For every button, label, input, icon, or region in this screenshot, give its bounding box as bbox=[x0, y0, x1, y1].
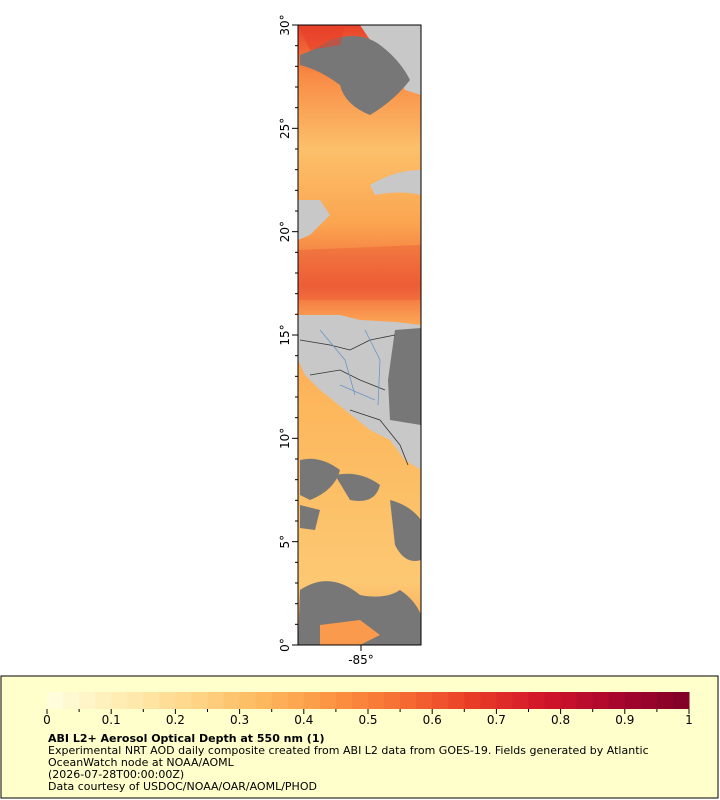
colorbar-cell bbox=[127, 692, 144, 709]
colorbar-cell bbox=[384, 692, 401, 709]
colorbar-tick-label: 0.3 bbox=[230, 713, 249, 727]
colorbar-cell bbox=[576, 692, 594, 709]
colorbar-cell bbox=[656, 692, 674, 709]
lat-tick-label: 5° bbox=[278, 535, 292, 549]
colorbar-cell bbox=[95, 692, 112, 709]
colorbar-cell bbox=[400, 692, 417, 709]
colorbar-cell bbox=[528, 692, 546, 709]
legend-text: ABI L2+ Aerosol Optical Depth at 550 nm … bbox=[48, 733, 698, 793]
colorbar-cell bbox=[143, 692, 160, 709]
colorbar-cell bbox=[544, 692, 562, 709]
colorbar-tick-label: 0.1 bbox=[102, 713, 121, 727]
colorbar-cell bbox=[480, 692, 497, 709]
colorbar-cell bbox=[159, 692, 176, 709]
lat-tick-label: 30° bbox=[278, 14, 292, 35]
colorbar-cell bbox=[111, 692, 128, 709]
colorbar-cell bbox=[335, 692, 353, 709]
lon-tick-label: -85° bbox=[348, 653, 374, 667]
colorbar-tick-label: 0.6 bbox=[423, 713, 442, 727]
colorbar-tick-label: 0.7 bbox=[487, 713, 506, 727]
colorbar-tick-label: 0.9 bbox=[615, 713, 634, 727]
colorbar-cell bbox=[79, 692, 96, 709]
colorbar-cell bbox=[191, 692, 208, 709]
legend-description: Experimental NRT AOD daily composite cre… bbox=[48, 744, 649, 769]
colorbar-cell bbox=[207, 692, 225, 709]
colorbar-cell bbox=[608, 692, 626, 709]
colorbar-cell bbox=[63, 692, 80, 709]
colorbar-cell bbox=[560, 692, 578, 709]
colorbar-tick-label: 0.8 bbox=[551, 713, 570, 727]
colorbar-cell bbox=[303, 692, 321, 709]
colorbar-cell bbox=[464, 692, 481, 709]
colorbar-cell bbox=[47, 692, 64, 709]
colorbar-cell bbox=[496, 692, 513, 709]
colorbar-tick-label: 0.2 bbox=[166, 713, 185, 727]
colorbar-tick-label: 0.4 bbox=[294, 713, 313, 727]
lat-tick-label: 10° bbox=[278, 428, 292, 449]
colorbar-cell bbox=[351, 692, 369, 709]
colorbar-tick-label: 0.5 bbox=[358, 713, 377, 727]
colorbar-cell bbox=[672, 692, 690, 709]
colorbar-cell bbox=[239, 692, 257, 709]
colorbar-cell bbox=[416, 692, 433, 709]
lat-tick-label: 25° bbox=[278, 118, 292, 139]
lat-tick-label: 0° bbox=[278, 638, 292, 652]
colorbar-cell bbox=[271, 692, 289, 709]
colorbar-cell bbox=[287, 692, 305, 709]
colorbar-cell bbox=[223, 692, 241, 709]
lat-tick-label: 20° bbox=[278, 221, 292, 242]
lat-tick-label: 15° bbox=[278, 324, 292, 345]
legend-time: (2026-07-28T00:00:00Z) bbox=[48, 768, 185, 781]
colorbar: 0 0.1 0.2 0.3 0.4 0.5 0.6 0.7 0.8 0.9 1 bbox=[43, 692, 693, 727]
colorbar-cell bbox=[624, 692, 642, 709]
axes: 30° 25° 20° 15° 10° 5° 0° -85° bbox=[278, 14, 374, 667]
legend-credit: Data courtesy of USDOC/NOAA/OAR/AOML/PHO… bbox=[48, 780, 317, 793]
colorbar-tick-label: 1 bbox=[685, 713, 693, 727]
colorbar-cell bbox=[368, 692, 385, 709]
colorbar-cell bbox=[640, 692, 658, 709]
map bbox=[298, 25, 421, 645]
colorbar-cell bbox=[512, 692, 529, 709]
colorbar-cell bbox=[175, 692, 192, 709]
legend-title: ABI L2+ Aerosol Optical Depth at 550 nm … bbox=[48, 732, 325, 745]
colorbar-cell bbox=[319, 692, 337, 709]
colorbar-cell bbox=[448, 692, 465, 709]
colorbar-cell bbox=[432, 692, 449, 709]
colorbar-cell bbox=[255, 692, 273, 709]
colorbar-cell bbox=[592, 692, 610, 709]
colorbar-tick-label: 0 bbox=[43, 713, 51, 727]
